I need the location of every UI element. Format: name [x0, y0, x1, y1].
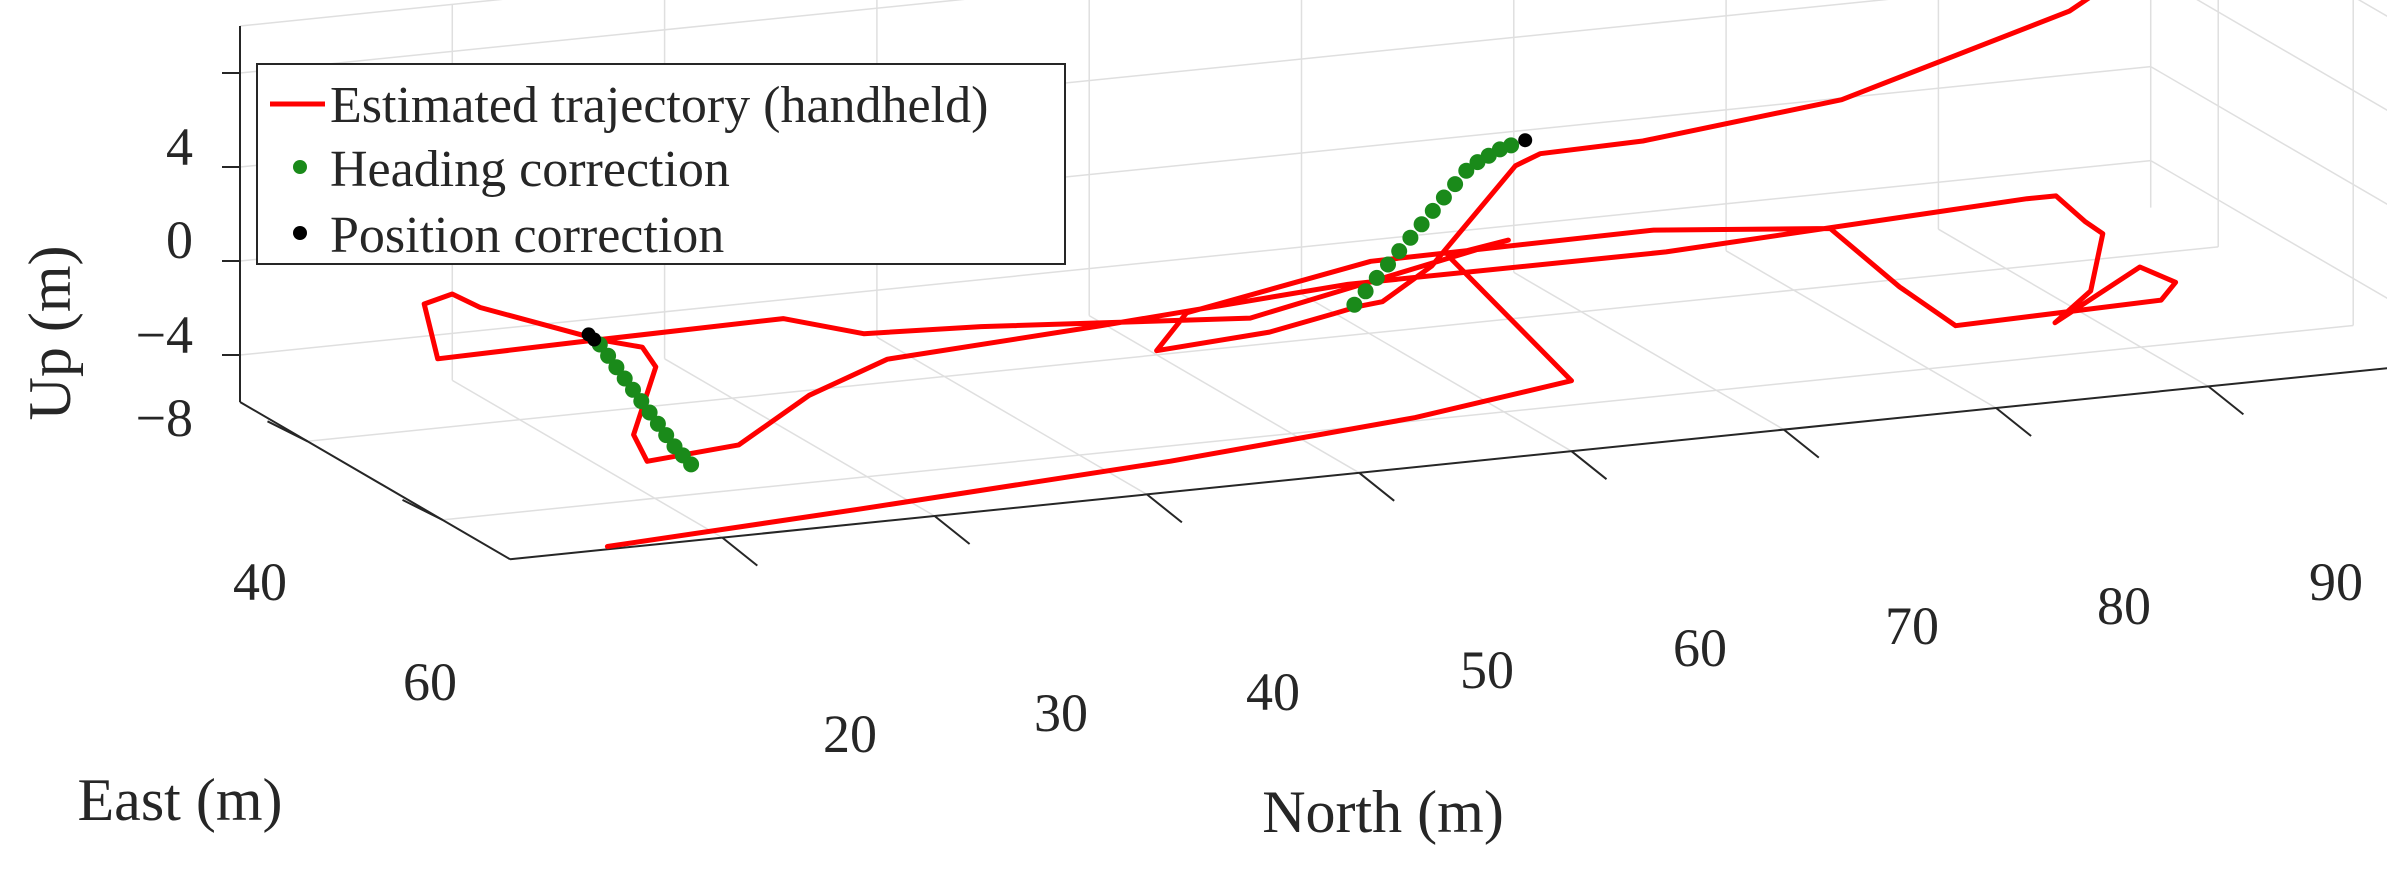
- legend-label-heading: Heading correction: [330, 141, 730, 198]
- legend-label-trajectory: Estimated trajectory (handheld): [330, 77, 988, 134]
- plot-area: [421, 0, 2179, 549]
- legend-box: [256, 63, 1066, 265]
- heading-correction-point: [1380, 256, 1396, 273]
- z-tick-label: −4: [136, 305, 193, 365]
- heading-correction-point: [1357, 283, 1374, 300]
- x-tick-label: 90: [2309, 552, 2363, 612]
- x-tick-label: 30: [1034, 683, 1088, 743]
- heading-correction-point: [1447, 176, 1464, 193]
- x-tick-label: 70: [1885, 596, 1939, 656]
- heading-correction-point: [1458, 162, 1475, 179]
- grid-line: [1088, 314, 1360, 474]
- heading-correction-point: [625, 381, 641, 398]
- grid-line: [2150, 65, 2387, 206]
- heading-correction-point: [1413, 216, 1430, 233]
- trajectory-line: [421, 0, 2179, 549]
- grid-line: [2357, 0, 2387, 18]
- x-tick-label: 50: [1460, 640, 1514, 700]
- grid-line: [239, 159, 2151, 356]
- z-tick-label: −8: [136, 388, 193, 448]
- z-tick-label: 4: [166, 117, 193, 177]
- heading-correction-point: [608, 359, 625, 376]
- legend-swatch-position: [293, 226, 307, 240]
- x-tick-mark: [1146, 493, 1183, 524]
- axes-grid: [239, 0, 2387, 539]
- x-tick-mark: [721, 536, 758, 567]
- heading-correction-point: [1402, 229, 1419, 246]
- y-tick-label: 60: [403, 652, 457, 712]
- grid-line: [2150, 159, 2387, 300]
- heading-correction-point: [1368, 269, 1385, 286]
- y-axis-line: [239, 401, 511, 561]
- x-tick-mark: [1783, 428, 1820, 459]
- heading-correction-point: [1503, 137, 1520, 154]
- x-axis-line: [509, 367, 2387, 561]
- heading-correction-point: [1424, 202, 1441, 219]
- heading-correction-point: [683, 456, 700, 473]
- heading-correction-point: [1391, 243, 1408, 260]
- grid-line: [2196, 0, 2387, 112]
- heading-correction-point: [1435, 189, 1452, 206]
- x-tick-label: 20: [823, 704, 877, 764]
- legend-label-position: Position correction: [330, 207, 724, 264]
- grid-line: [664, 358, 935, 517]
- position-correction-point: [587, 332, 602, 347]
- heading-correction-point: [649, 415, 666, 432]
- x-axis-label: North (m): [1262, 779, 1504, 845]
- x-tick-mark: [1995, 407, 2032, 437]
- y-tick-mark: [402, 499, 443, 521]
- y-axis-label: East (m): [78, 767, 283, 833]
- position-correction-point: [1518, 133, 1533, 148]
- x-tick-mark: [933, 515, 971, 545]
- x-tick-mark: [1570, 450, 1608, 480]
- grid-line: [307, 246, 2219, 443]
- legend-swatch-heading: [293, 160, 307, 174]
- heading-correction-point: [1346, 296, 1363, 313]
- z-tick-label: 0: [166, 210, 193, 270]
- heading-correction-point: [633, 393, 650, 410]
- y-tick-mark: [267, 420, 308, 443]
- grid-line: [1513, 271, 1785, 431]
- x-tick-label: 40: [1246, 662, 1300, 722]
- x-tick-mark: [1358, 472, 1395, 502]
- heading-correction-point: [600, 347, 617, 364]
- heading-correction-point: [641, 404, 658, 421]
- heading-correction-point: [616, 370, 633, 387]
- grid-line: [1725, 250, 1997, 409]
- x-tick-mark: [2207, 385, 2245, 416]
- z-axis-label: Up (m): [17, 246, 83, 421]
- x-tick-label: 80: [2097, 576, 2151, 636]
- grid-line: [1301, 293, 1572, 452]
- tick-labels: 4 0 −4 −8 40 60 20 30 40 50 60 70 80 90: [136, 117, 2363, 764]
- grid-line: [239, 0, 503, 27]
- y-tick-label: 40: [233, 552, 287, 612]
- x-tick-label: 60: [1673, 618, 1727, 678]
- heading-correction-point: [658, 427, 675, 444]
- legend: Estimated trajectory (handheld) Heading …: [256, 63, 1066, 265]
- grid-line: [876, 336, 1148, 496]
- grid-line: [239, 0, 965, 74]
- axes-box: [222, 26, 2387, 567]
- grid-line: [451, 379, 723, 539]
